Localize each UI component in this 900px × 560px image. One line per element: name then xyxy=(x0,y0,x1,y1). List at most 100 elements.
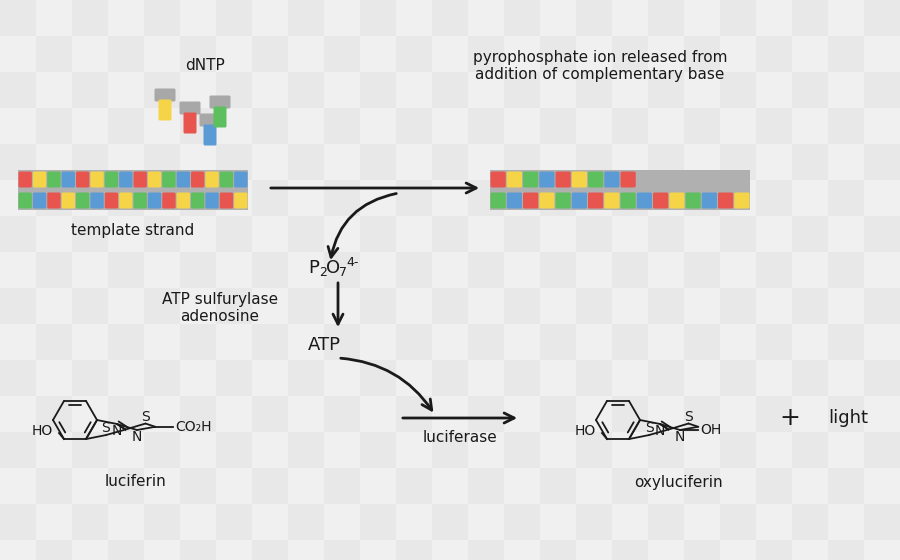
Bar xyxy=(396,108,432,144)
FancyBboxPatch shape xyxy=(47,171,60,188)
Text: ATP sulfurylase
adenosine: ATP sulfurylase adenosine xyxy=(162,292,278,324)
Bar xyxy=(36,396,72,432)
Bar xyxy=(540,180,576,216)
Bar xyxy=(72,72,108,108)
Text: +: + xyxy=(779,406,800,430)
Bar xyxy=(324,72,360,108)
Bar xyxy=(648,288,684,324)
Bar xyxy=(756,360,792,396)
Bar xyxy=(792,180,828,216)
Bar xyxy=(864,72,900,108)
Bar xyxy=(216,252,252,288)
Bar xyxy=(684,144,720,180)
Bar xyxy=(396,36,432,72)
Bar xyxy=(504,180,540,216)
Bar xyxy=(828,468,864,504)
Bar xyxy=(792,36,828,72)
Bar xyxy=(432,540,468,560)
Bar xyxy=(612,468,648,504)
FancyBboxPatch shape xyxy=(588,171,603,188)
FancyBboxPatch shape xyxy=(33,171,46,188)
Bar xyxy=(72,468,108,504)
Text: N: N xyxy=(675,430,685,444)
FancyBboxPatch shape xyxy=(670,193,685,208)
Bar xyxy=(216,504,252,540)
Bar xyxy=(576,468,612,504)
Bar xyxy=(180,360,216,396)
Text: S: S xyxy=(644,421,653,435)
Bar xyxy=(36,324,72,360)
Bar xyxy=(72,324,108,360)
Bar xyxy=(288,216,324,252)
Text: HO: HO xyxy=(32,424,52,438)
Bar xyxy=(396,396,432,432)
Bar xyxy=(108,108,144,144)
Bar xyxy=(432,180,468,216)
Bar xyxy=(36,288,72,324)
Bar xyxy=(36,144,72,180)
Bar xyxy=(490,170,750,210)
Bar xyxy=(144,504,180,540)
Bar xyxy=(216,0,252,36)
Bar xyxy=(828,540,864,560)
FancyBboxPatch shape xyxy=(620,193,635,208)
Bar xyxy=(504,144,540,180)
Bar xyxy=(864,504,900,540)
Bar xyxy=(216,360,252,396)
Bar xyxy=(756,504,792,540)
Bar xyxy=(324,252,360,288)
Bar xyxy=(720,216,756,252)
Bar xyxy=(0,504,36,540)
Bar xyxy=(72,0,108,36)
Bar xyxy=(648,396,684,432)
Bar xyxy=(108,252,144,288)
Bar xyxy=(360,504,396,540)
Bar xyxy=(180,216,216,252)
Bar xyxy=(720,252,756,288)
Bar xyxy=(504,216,540,252)
Bar xyxy=(468,252,504,288)
FancyBboxPatch shape xyxy=(572,193,587,208)
Text: N: N xyxy=(131,430,142,444)
Bar xyxy=(180,72,216,108)
FancyBboxPatch shape xyxy=(33,193,46,208)
Bar xyxy=(396,324,432,360)
Bar xyxy=(324,540,360,560)
Bar xyxy=(324,288,360,324)
Bar xyxy=(720,180,756,216)
Bar xyxy=(108,216,144,252)
Bar xyxy=(36,0,72,36)
Bar xyxy=(648,504,684,540)
Bar xyxy=(432,288,468,324)
Bar xyxy=(648,144,684,180)
Bar xyxy=(864,468,900,504)
FancyBboxPatch shape xyxy=(191,171,204,188)
Bar xyxy=(756,540,792,560)
Bar xyxy=(648,252,684,288)
FancyBboxPatch shape xyxy=(205,193,219,208)
Bar xyxy=(864,540,900,560)
Bar xyxy=(108,360,144,396)
Bar xyxy=(360,360,396,396)
Bar xyxy=(252,0,288,36)
Bar xyxy=(756,324,792,360)
Text: P: P xyxy=(308,259,319,277)
Bar xyxy=(108,72,144,108)
Bar xyxy=(0,540,36,560)
Bar xyxy=(792,72,828,108)
Bar xyxy=(864,180,900,216)
Bar xyxy=(684,252,720,288)
Bar xyxy=(396,468,432,504)
Bar xyxy=(756,108,792,144)
Bar xyxy=(576,324,612,360)
FancyBboxPatch shape xyxy=(620,171,635,188)
Bar xyxy=(432,504,468,540)
Text: template strand: template strand xyxy=(71,223,194,238)
Bar xyxy=(756,288,792,324)
Bar xyxy=(252,324,288,360)
Bar xyxy=(324,36,360,72)
Bar xyxy=(864,144,900,180)
Text: ATP: ATP xyxy=(308,336,341,354)
Bar xyxy=(612,180,648,216)
Bar xyxy=(360,432,396,468)
